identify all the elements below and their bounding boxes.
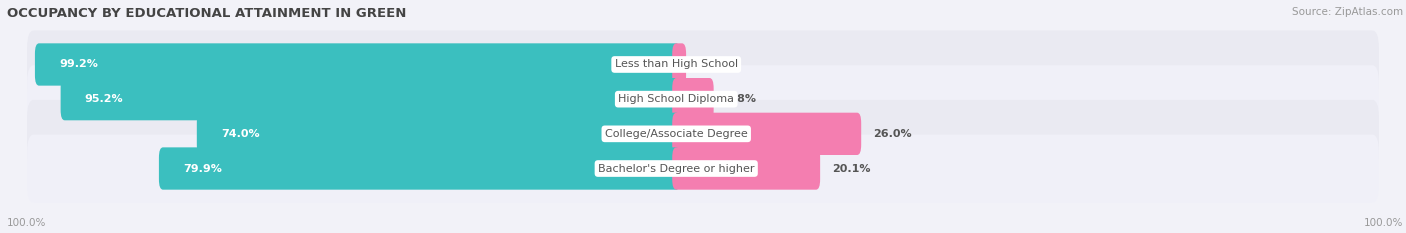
FancyBboxPatch shape (27, 134, 1379, 202)
FancyBboxPatch shape (672, 147, 820, 190)
Text: 95.2%: 95.2% (84, 94, 124, 104)
Text: 74.0%: 74.0% (221, 129, 260, 139)
Text: 79.9%: 79.9% (183, 164, 222, 174)
Text: 0.84%: 0.84% (699, 59, 737, 69)
Text: 20.1%: 20.1% (832, 164, 870, 174)
FancyBboxPatch shape (60, 78, 681, 120)
FancyBboxPatch shape (27, 31, 1379, 99)
Text: 100.0%: 100.0% (7, 218, 46, 228)
FancyBboxPatch shape (672, 78, 714, 120)
Text: 26.0%: 26.0% (873, 129, 912, 139)
Text: Source: ZipAtlas.com: Source: ZipAtlas.com (1292, 7, 1403, 17)
Text: Bachelor's Degree or higher: Bachelor's Degree or higher (598, 164, 755, 174)
Text: College/Associate Degree: College/Associate Degree (605, 129, 748, 139)
FancyBboxPatch shape (27, 65, 1379, 133)
Text: 99.2%: 99.2% (59, 59, 98, 69)
Text: OCCUPANCY BY EDUCATIONAL ATTAINMENT IN GREEN: OCCUPANCY BY EDUCATIONAL ATTAINMENT IN G… (7, 7, 406, 20)
FancyBboxPatch shape (197, 113, 681, 155)
Text: Less than High School: Less than High School (614, 59, 738, 69)
FancyBboxPatch shape (159, 147, 681, 190)
FancyBboxPatch shape (672, 113, 862, 155)
Text: High School Diploma: High School Diploma (619, 94, 734, 104)
FancyBboxPatch shape (27, 100, 1379, 168)
Text: 4.8%: 4.8% (725, 94, 756, 104)
FancyBboxPatch shape (672, 43, 686, 86)
FancyBboxPatch shape (35, 43, 681, 86)
Text: 100.0%: 100.0% (1364, 218, 1403, 228)
